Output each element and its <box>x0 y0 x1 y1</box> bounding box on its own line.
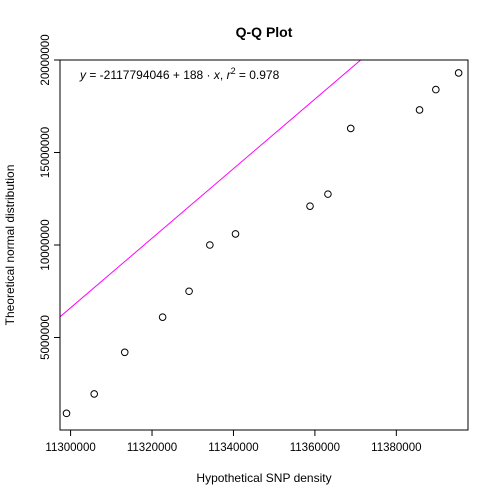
data-point-11 <box>415 106 424 114</box>
data-point-7 <box>231 230 240 238</box>
equation-r2-value: = 0.978 <box>236 68 280 82</box>
y-axis: 5000000 10000000 15000000 20000000 <box>40 34 60 360</box>
data-point-5 <box>185 287 193 296</box>
data-point-12 <box>432 85 440 94</box>
y-tick-label-4: 20000000 <box>40 34 52 85</box>
y-axis-label: Theoretical normal distribution <box>3 165 17 326</box>
x-tick-label-3: 11340000 <box>208 442 258 454</box>
x-tick-label-5: 11380000 <box>371 442 421 454</box>
equation-intercept: = -2117794046 + 188 · <box>86 68 214 82</box>
data-point-1 <box>62 409 71 418</box>
y-tick-label-1: 5000000 <box>40 315 52 360</box>
equation-r-exponent: 2 <box>231 66 236 76</box>
y-tick-label-2: 10000000 <box>40 219 52 270</box>
equation-r-var: r <box>227 68 232 82</box>
x-axis-label: Hypothetical SNP density <box>196 471 331 485</box>
data-point-2 <box>90 390 99 398</box>
data-layer <box>60 60 463 418</box>
equation-x-var: x <box>213 68 221 82</box>
data-point-10 <box>346 124 355 133</box>
x-tick-label-1: 11300000 <box>45 442 95 454</box>
equation-separator: , <box>220 68 227 82</box>
equation-y-var: y <box>79 68 87 82</box>
data-point-6 <box>206 241 214 249</box>
chart-title: Q-Q Plot <box>236 24 293 40</box>
data-point-9 <box>324 190 332 198</box>
data-point-13 <box>454 69 463 77</box>
y-tick-label-3: 15000000 <box>40 127 52 178</box>
data-point-8 <box>306 202 314 210</box>
regression-fit-line <box>60 60 362 318</box>
data-point-3 <box>120 348 129 357</box>
x-tick-label-2: 11320000 <box>127 442 177 454</box>
regression-equation: y = -2117794046 + 188 · x, r2 = 0.978 <box>79 66 280 82</box>
plot-frame <box>59 59 469 431</box>
x-axis: 11300000 11320000 11340000 11360000 11380000 <box>45 430 421 454</box>
x-tick-label-4: 11360000 <box>290 442 340 454</box>
data-point-4 <box>158 313 167 321</box>
